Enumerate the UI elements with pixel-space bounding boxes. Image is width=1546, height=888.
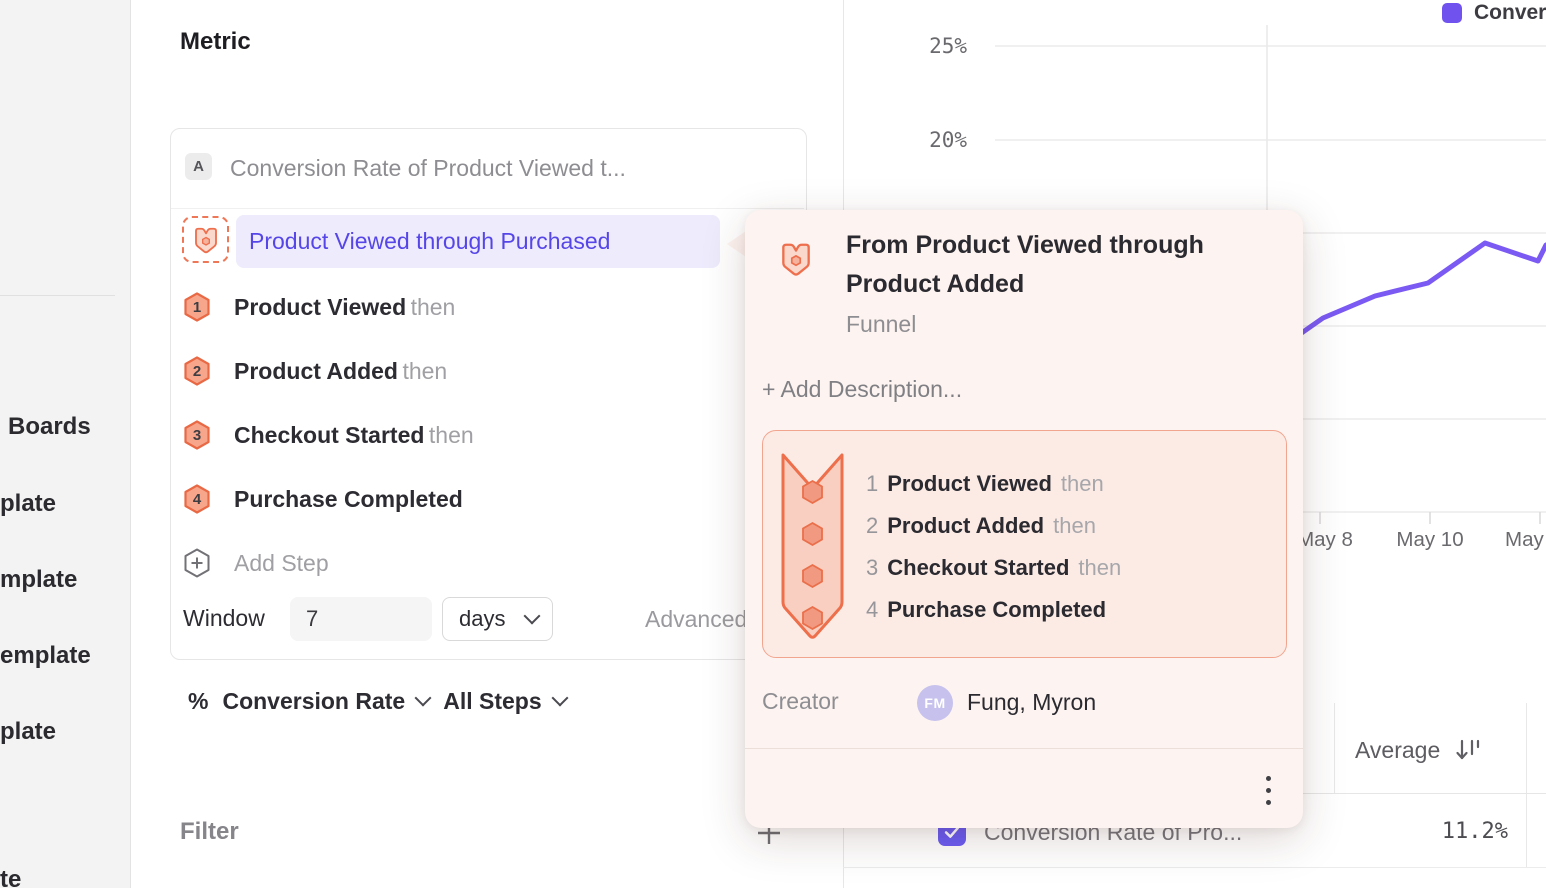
sidebar-item-template-4[interactable]: plate <box>0 718 57 745</box>
series-a-badge: A <box>185 153 212 180</box>
step-4-hexagon-icon: 4 <box>183 484 211 514</box>
sidebar-item-template-1[interactable]: plate <box>0 490 57 517</box>
sort-descending-icon <box>1456 739 1480 760</box>
measure-row: % Conversion Rate All Steps <box>188 687 569 715</box>
popover-step-3: 3 Checkout Started then <box>866 555 1122 580</box>
conversion-rate-line <box>1257 240 1546 365</box>
popover-footer-divider <box>745 748 1303 749</box>
step-1-then: then <box>410 293 456 320</box>
add-step-plus-hexagon-icon <box>183 548 211 578</box>
chevron-down-icon <box>523 607 541 625</box>
sidebar-item-template-5[interactable]: te <box>0 866 22 888</box>
popover-title: From Product Viewed through Product Adde… <box>846 231 1204 298</box>
funnel-banner-icon <box>781 453 844 639</box>
chevron-down-icon <box>414 689 432 707</box>
add-description-button[interactable]: + Add Description... <box>762 376 963 402</box>
popover-step-1: 1 Product Viewed then <box>866 471 1104 496</box>
steps-scope-dropdown[interactable]: All Steps <box>443 688 569 715</box>
more-options-kebab-icon[interactable] <box>1253 768 1283 812</box>
selected-event-row[interactable]: Product Viewed through Purchased <box>236 215 720 268</box>
selected-event-icon-frame[interactable] <box>182 216 229 263</box>
table-row-divider <box>843 867 1546 868</box>
sidebar-item-boards[interactable]: Boards <box>8 413 91 440</box>
popover-step-2: 2 Product Added then <box>866 513 1096 538</box>
popover-steps-box <box>762 430 1287 658</box>
average-header-label: Average <box>1355 737 1441 763</box>
popover-type-label: Funnel <box>846 311 917 337</box>
x-axis-tick-may12: May <box>1505 528 1544 551</box>
sidebar-item-template-3[interactable]: emplate <box>0 642 91 669</box>
popover-step-4: 4 Purchase Completed <box>866 597 1107 622</box>
step-2-then: then <box>402 357 448 384</box>
popover-arrow <box>727 231 746 257</box>
selected-event-label: Product Viewed through Purchased <box>249 228 611 254</box>
sidebar <box>0 0 131 888</box>
table-column-divider-1 <box>1334 703 1335 793</box>
funnel-icon <box>194 227 217 253</box>
sidebar-divider <box>0 295 115 296</box>
advanced-link[interactable]: Advanced <box>645 606 748 632</box>
table-column-divider-2 <box>1526 703 1527 868</box>
creator-name: Fung, Myron <box>967 689 1097 715</box>
creator-label: Creator <box>762 688 839 714</box>
step-3-then: then <box>428 421 474 448</box>
funnel-step-row-3[interactable]: 3 Checkout Started then <box>183 414 743 456</box>
add-step-label: Add Step <box>234 549 329 576</box>
table-row-average-value: 11.2% <box>1441 819 1508 844</box>
window-input[interactable] <box>290 597 432 641</box>
add-step-button[interactable]: Add Step <box>183 542 743 584</box>
step-1-name: Product Viewed <box>234 293 407 320</box>
funnel-step-row-4[interactable]: 4 Purchase Completed <box>183 478 743 520</box>
percent-prefix: % <box>188 687 209 714</box>
check-icon <box>944 826 960 838</box>
legend-label: Conver <box>1474 1 1546 24</box>
step-4-name: Purchase Completed <box>234 485 463 512</box>
window-unit-value: days <box>459 606 506 631</box>
sidebar-item-template-2[interactable]: mplate <box>0 566 78 593</box>
legend-swatch <box>1442 3 1462 23</box>
funnel-step-row-2[interactable]: 2 Product Added then <box>183 350 743 392</box>
window-unit-select[interactable]: days <box>442 597 553 641</box>
window-label: Window <box>183 605 265 631</box>
creator-avatar: FM <box>917 685 953 721</box>
y-axis-tick-25: 25% <box>929 34 967 58</box>
y-axis-tick-20: 20% <box>929 128 967 152</box>
step-2-hexagon-icon: 2 <box>183 356 211 386</box>
card-divider <box>171 208 804 209</box>
chevron-down-icon <box>551 689 569 707</box>
chart-legend[interactable]: Conver <box>1442 1 1546 24</box>
step-2-name: Product Added <box>234 357 398 384</box>
funnel-details-popover: From Product Viewed through Product Adde… <box>745 210 1303 828</box>
x-axis-tick-may10: May 10 <box>1396 528 1464 551</box>
series-title[interactable]: Conversion Rate of Product Viewed t... <box>230 155 626 181</box>
filter-section-heading: Filter <box>180 818 239 845</box>
step-3-name: Checkout Started <box>234 421 425 448</box>
funnel-icon <box>782 243 810 276</box>
step-3-hexagon-icon: 3 <box>183 420 211 450</box>
metric-section-heading: Metric <box>180 28 251 55</box>
average-column-header[interactable]: Average <box>1355 737 1481 764</box>
x-axis-tick-may8: May 8 <box>1297 528 1353 551</box>
step-1-hexagon-icon: 1 <box>183 292 211 322</box>
funnel-step-row-1[interactable]: 1 Product Viewed then <box>183 286 743 328</box>
measure-dropdown[interactable]: Conversion Rate <box>222 688 432 715</box>
